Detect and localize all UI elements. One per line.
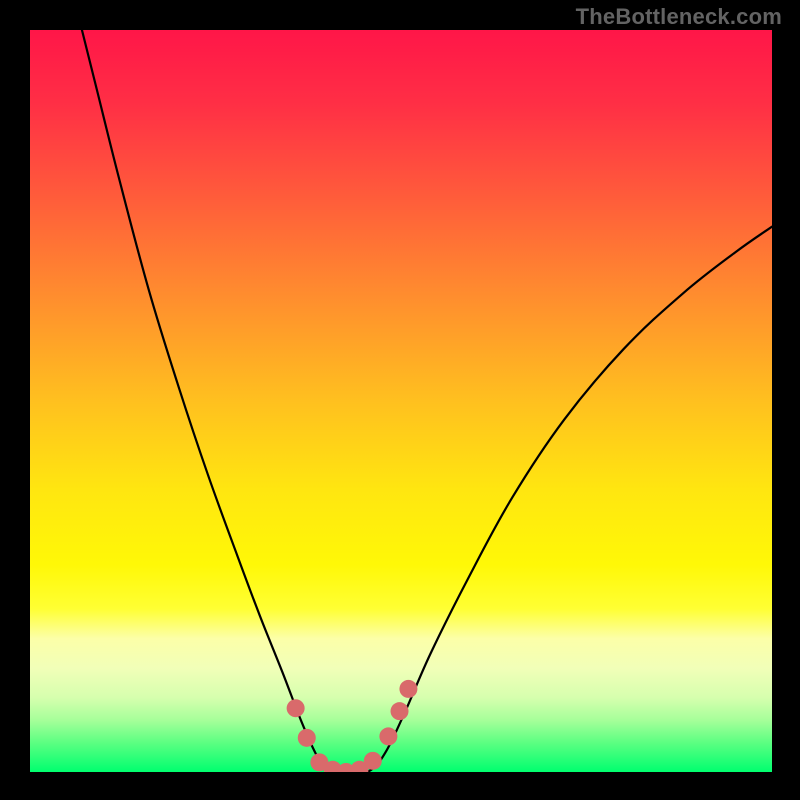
gradient-background [30,30,772,772]
marker-point [391,702,409,720]
marker-point [379,727,397,745]
marker-point [399,680,417,698]
chart-frame: TheBottleneck.com [0,0,800,800]
bottleneck-curve-chart [30,30,772,772]
marker-point [298,729,316,747]
marker-point [364,752,382,770]
marker-point [287,699,305,717]
watermark-text: TheBottleneck.com [576,4,782,30]
plot-area [30,30,772,772]
